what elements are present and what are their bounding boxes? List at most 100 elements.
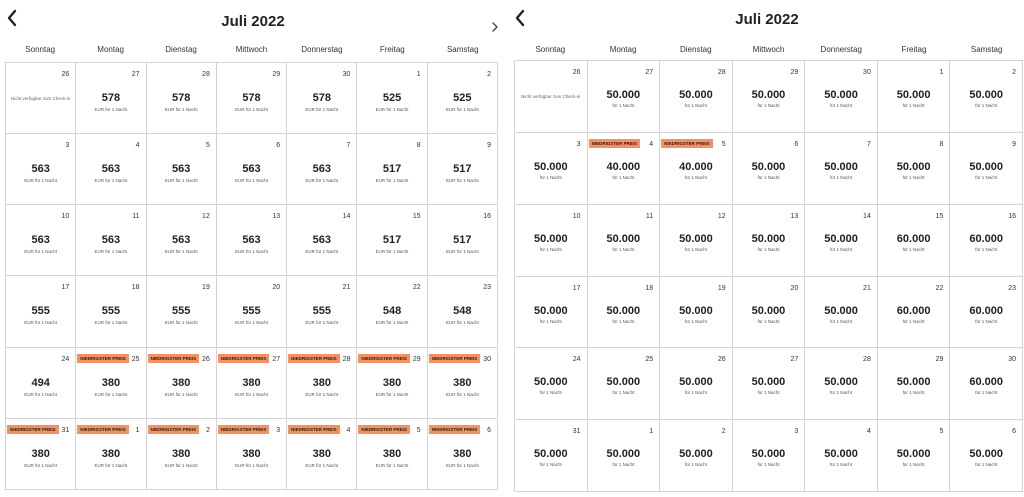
day-number: 1 — [939, 69, 944, 76]
day-cell[interactable]: 11 50.000 für 1 Nacht — [587, 204, 661, 277]
day-cell[interactable]: NIEDRIGSTER PREIS 27 380 EUR für 1 Nacht — [216, 347, 288, 419]
price-unit-label: für 1 Nacht — [539, 462, 562, 468]
day-price: 548 — [453, 305, 472, 318]
day-cell[interactable]: 27 578 EUR für 1 Nacht — [76, 63, 147, 135]
day-cell[interactable]: 22 60.000 für 1 Nacht — [877, 276, 951, 349]
day-cell[interactable]: 8 517 EUR für 1 Nacht — [357, 134, 428, 206]
day-cell[interactable]: 8 50.000 für 1 Nacht — [877, 132, 951, 205]
chevron-right-icon[interactable] — [489, 20, 501, 34]
day-cell[interactable]: 16 517 EUR für 1 Nacht — [427, 205, 498, 277]
day-cell[interactable]: 29 578 EUR für 1 Nacht — [216, 63, 288, 135]
day-cell[interactable]: 29 50.000 für 1 Nacht — [877, 348, 951, 421]
day-cell[interactable]: 15 517 EUR für 1 Nacht — [357, 205, 428, 277]
day-cell[interactable]: 28 578 EUR für 1 Nacht — [146, 63, 217, 135]
day-cell[interactable]: 28 50.000 für 1 Nacht — [660, 61, 733, 133]
price-unit-label: EUR für 1 Nacht — [164, 178, 198, 184]
price-unit-label: für 1 Nacht — [830, 246, 853, 252]
day-price: 50.000 — [751, 376, 786, 389]
day-number: 2 — [721, 428, 726, 436]
day-cell[interactable]: 2 50.000 für 1 Nacht — [950, 61, 1023, 133]
day-cell[interactable]: 17 555 EUR für 1 Nacht — [6, 276, 77, 348]
day-cell[interactable]: NIEDRIGSTER PREIS 5 40.000 für 1 Nacht — [660, 132, 733, 205]
day-cell[interactable]: 3 563 EUR für 1 Nacht — [6, 134, 77, 206]
day-cell[interactable]: 2 525 EUR für 1 Nacht — [427, 63, 498, 135]
day-cell[interactable]: NIEDRIGSTER PREIS 5 380 EUR für 1 Nacht — [357, 418, 428, 490]
day-cell[interactable]: 7 563 EUR für 1 Nacht — [287, 134, 358, 206]
day-cell[interactable]: 12 563 EUR für 1 Nacht — [146, 205, 217, 277]
day-cell[interactable]: NIEDRIGSTER PREIS 2 380 EUR für 1 Nacht — [146, 418, 217, 490]
day-price: 50.000 — [606, 448, 641, 461]
day-cell[interactable]: 4 50.000 für 1 Nacht — [805, 420, 878, 492]
day-cell[interactable]: 13 50.000 für 1 Nacht — [732, 204, 806, 277]
day-cell[interactable]: 15 60.000 für 1 Nacht — [877, 204, 951, 277]
day-cell[interactable]: NIEDRIGSTER PREIS 25 380 EUR für 1 Nacht — [76, 347, 147, 419]
day-cell[interactable]: 12 50.000 für 1 Nacht — [660, 204, 733, 277]
day-cell[interactable]: 26 50.000 für 1 Nacht — [660, 348, 733, 421]
day-cell[interactable]: 10 50.000 für 1 Nacht — [515, 204, 588, 277]
day-cell[interactable]: NIEDRIGSTER PREIS 26 380 EUR für 1 Nacht — [146, 347, 217, 419]
day-cell[interactable]: 23 60.000 für 1 Nacht — [950, 276, 1023, 349]
day-cell[interactable]: 10 563 EUR für 1 Nacht — [6, 205, 77, 277]
day-cell[interactable]: 16 60.000 für 1 Nacht — [950, 204, 1023, 277]
day-cell[interactable]: 20 555 EUR für 1 Nacht — [216, 276, 288, 348]
day-cell[interactable]: NIEDRIGSTER PREIS 3 380 EUR für 1 Nacht — [216, 418, 288, 490]
day-cell[interactable]: 9 50.000 für 1 Nacht — [950, 132, 1023, 205]
day-cell[interactable]: 21 555 EUR für 1 Nacht — [287, 276, 358, 348]
day-cell[interactable]: 24 494 EUR für 1 Nacht — [6, 347, 77, 419]
day-cell[interactable]: 20 50.000 für 1 Nacht — [732, 276, 806, 349]
day-cell[interactable]: 6 563 EUR für 1 Nacht — [216, 134, 288, 206]
day-cell[interactable]: 1 525 EUR für 1 Nacht — [357, 63, 428, 135]
day-cell[interactable]: NIEDRIGSTER PREIS 28 380 EUR für 1 Nacht — [287, 347, 358, 419]
day-price: 50.000 — [679, 89, 713, 101]
day-cell[interactable]: 14 563 EUR für 1 Nacht — [287, 205, 358, 277]
day-cell[interactable]: 13 563 EUR für 1 Nacht — [216, 205, 288, 277]
day-cell[interactable]: 17 50.000 für 1 Nacht — [515, 276, 588, 349]
day-cell[interactable]: 4 563 EUR für 1 Nacht — [76, 134, 147, 206]
day-cell[interactable]: NIEDRIGSTER PREIS 4 40.000 für 1 Nacht — [587, 132, 661, 205]
day-cell[interactable]: 24 50.000 für 1 Nacht — [515, 348, 588, 421]
day-cell[interactable]: 25 50.000 für 1 Nacht — [587, 348, 661, 421]
day-cell[interactable]: 31 50.000 für 1 Nacht — [515, 420, 588, 492]
price-unit-label: EUR für 1 Nacht — [305, 462, 339, 468]
day-cell[interactable]: 22 548 EUR für 1 Nacht — [357, 276, 428, 348]
day-cell[interactable]: 1 50.000 für 1 Nacht — [877, 61, 951, 133]
day-cell[interactable]: 1 50.000 für 1 Nacht — [587, 420, 661, 492]
day-cell[interactable]: 7 50.000 für 1 Nacht — [805, 132, 878, 205]
day-price: 60.000 — [969, 232, 1004, 245]
day-cell[interactable]: 2 50.000 für 1 Nacht — [660, 420, 733, 492]
day-cell[interactable]: 30 50.000 für 1 Nacht — [805, 61, 878, 133]
day-cell[interactable]: 28 50.000 für 1 Nacht — [805, 348, 878, 421]
day-cell[interactable]: 11 563 EUR für 1 Nacht — [76, 205, 147, 277]
day-cell[interactable]: 6 50.000 für 1 Nacht — [732, 132, 806, 205]
day-cell[interactable]: NIEDRIGSTER PREIS 31 380 EUR für 1 Nacht — [6, 418, 77, 490]
day-cell[interactable]: 5 50.000 für 1 Nacht — [877, 420, 951, 492]
day-cell[interactable]: NIEDRIGSTER PREIS 30 380 EUR für 1 Nacht — [427, 347, 498, 419]
day-cell[interactable]: NIEDRIGSTER PREIS 1 380 EUR für 1 Nacht — [76, 418, 147, 490]
day-cell[interactable]: 29 50.000 für 1 Nacht — [732, 61, 806, 133]
day-cell[interactable]: 3 50.000 für 1 Nacht — [515, 132, 588, 205]
day-cell[interactable]: 14 50.000 für 1 Nacht — [805, 204, 878, 277]
day-cell[interactable]: 30 578 EUR für 1 Nacht — [287, 63, 358, 135]
day-cell[interactable]: 21 50.000 für 1 Nacht — [805, 276, 878, 349]
day-cell[interactable]: NIEDRIGSTER PREIS 6 380 EUR für 1 Nacht — [427, 418, 498, 490]
day-cell[interactable]: NIEDRIGSTER PREIS 29 380 EUR für 1 Nacht — [357, 347, 428, 419]
day-cell[interactable]: 30 60.000 für 1 Nacht — [950, 348, 1023, 421]
day-cell[interactable]: 27 50.000 für 1 Nacht — [732, 348, 806, 421]
day-number: 6 — [487, 426, 491, 434]
day-cell[interactable]: 3 50.000 für 1 Nacht — [732, 420, 806, 492]
lowest-price-badge: NIEDRIGSTER PREIS — [428, 424, 481, 434]
day-cell[interactable]: 19 50.000 für 1 Nacht — [660, 276, 733, 349]
chevron-left-icon[interactable] — [4, 8, 22, 28]
day-cell[interactable]: 27 50.000 für 1 Nacht — [587, 61, 661, 133]
day-cell[interactable]: 6 50.000 für 1 Nacht — [950, 420, 1023, 492]
chevron-left-icon[interactable] — [512, 8, 530, 28]
day-cell[interactable]: 9 517 EUR für 1 Nacht — [427, 134, 498, 206]
day-cell[interactable]: 5 563 EUR für 1 Nacht — [146, 134, 217, 206]
day-price: 563 — [172, 163, 191, 176]
day-cell[interactable]: 18 555 EUR für 1 Nacht — [76, 276, 147, 348]
day-cell[interactable]: 19 555 EUR für 1 Nacht — [146, 276, 217, 348]
day-cell[interactable]: 23 548 EUR für 1 Nacht — [427, 276, 498, 348]
day-cell[interactable]: 18 50.000 für 1 Nacht — [587, 276, 661, 349]
price-unit-label: für 1 Nacht — [539, 318, 562, 324]
day-cell[interactable]: NIEDRIGSTER PREIS 4 380 EUR für 1 Nacht — [287, 418, 358, 490]
